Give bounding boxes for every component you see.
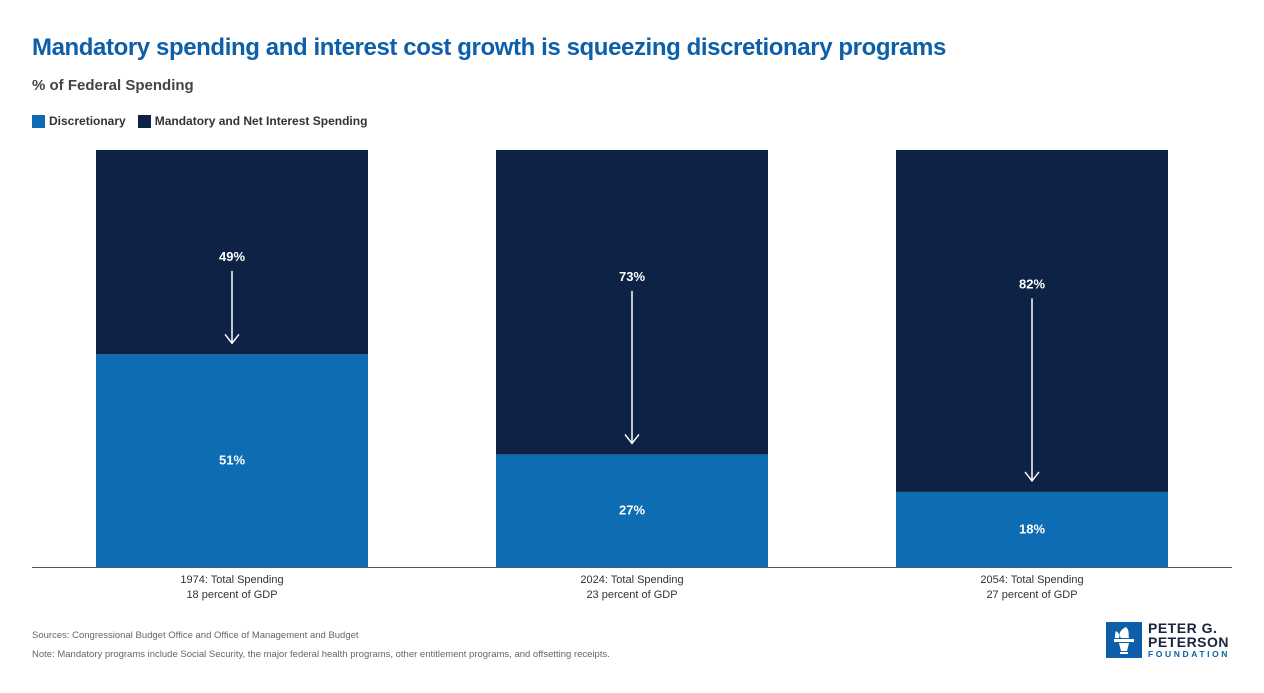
legend-swatch-discretionary xyxy=(32,114,45,128)
footnote: Note: Mandatory programs include Social … xyxy=(32,649,610,660)
chart-title: Mandatory spending and interest cost gro… xyxy=(32,34,946,61)
category-label-line1-2: 2054: Total Spending xyxy=(980,574,1083,586)
data-label-mandatory-2: 82% xyxy=(1019,276,1045,291)
bar-discretionary-1 xyxy=(496,454,768,567)
legend-swatch-mandatory xyxy=(137,114,151,128)
legend-item-mandatory: Mandatory and Net Interest Spending xyxy=(137,114,368,128)
logo-line-3: FOUNDATION xyxy=(1148,649,1231,659)
legend-label-mandatory: Mandatory and Net Interest Spending xyxy=(154,114,368,128)
stacked-bar-chart: 51% 49% 1974: Total Spending 18 percent of … xyxy=(32,150,1232,601)
data-label-discretionary-1: 27% xyxy=(619,503,645,518)
data-label-mandatory-1: 73% xyxy=(619,269,645,284)
legend-label-discretionary: Discretionary xyxy=(49,114,126,128)
bar-discretionary-2 xyxy=(896,491,1168,567)
data-label-mandatory-0: 49% xyxy=(219,249,245,264)
logo-line-1: PETER G. xyxy=(1148,620,1218,636)
legend-item-discretionary: Discretionary xyxy=(32,114,126,128)
logo-line-2: PETERSON xyxy=(1148,634,1230,650)
category-label-line2-2: 27 percent of GDP xyxy=(986,589,1077,601)
torch-icon xyxy=(1106,621,1142,658)
data-label-discretionary-0: 51% xyxy=(219,453,245,468)
category-label-line2-1: 23 percent of GDP xyxy=(586,589,677,601)
chart-subtitle: % of Federal Spending xyxy=(32,77,194,94)
bar-discretionary-0 xyxy=(96,354,368,567)
category-label-line1-1: 2024: Total Spending xyxy=(580,574,683,586)
category-label-line2-0: 18 percent of GDP xyxy=(186,589,277,601)
arrow-head-1 xyxy=(624,433,640,445)
peterson-foundation-logo: PETER G. PETERSON FOUNDATION xyxy=(1106,621,1230,659)
logo-wordmark: PETER G. PETERSON FOUNDATION xyxy=(1148,621,1230,659)
arrow-head-2 xyxy=(1024,471,1040,483)
data-label-discretionary-2: 18% xyxy=(1019,521,1045,536)
legend: Discretionary Mandatory and Net Interest… xyxy=(32,114,379,128)
arrow-head-0 xyxy=(224,333,240,345)
sources-note: Sources: Congressional Budget Office and… xyxy=(32,630,359,641)
category-label-line1-0: 1974: Total Spending xyxy=(180,574,283,586)
